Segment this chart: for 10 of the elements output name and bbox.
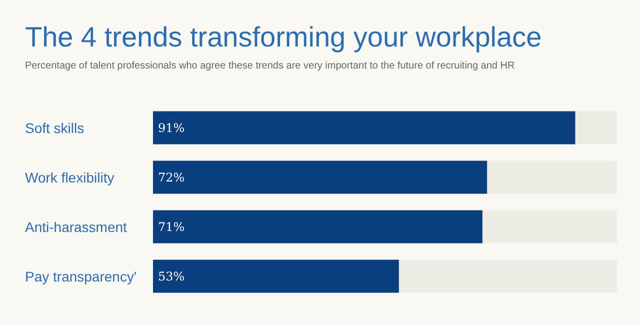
chart-subtitle: Percentage of talent professionals who agree these trends are very important to the future of recruiting and HR — [25, 60, 515, 72]
data-label: 91% — [158, 120, 185, 135]
y-tick-label: Work flexibility — [25, 169, 114, 186]
y-tick-label: Pay transparency' — [25, 268, 137, 284]
data-label: 53% — [158, 269, 185, 284]
chart-title: The 4 trends transforming your workplace — [25, 22, 542, 52]
data-label: 71% — [158, 220, 185, 234]
data-label: 72% — [158, 170, 185, 184]
y-tick-label: Anti-harassment — [25, 218, 128, 235]
y-tick-label: Soft skills — [25, 120, 84, 136]
